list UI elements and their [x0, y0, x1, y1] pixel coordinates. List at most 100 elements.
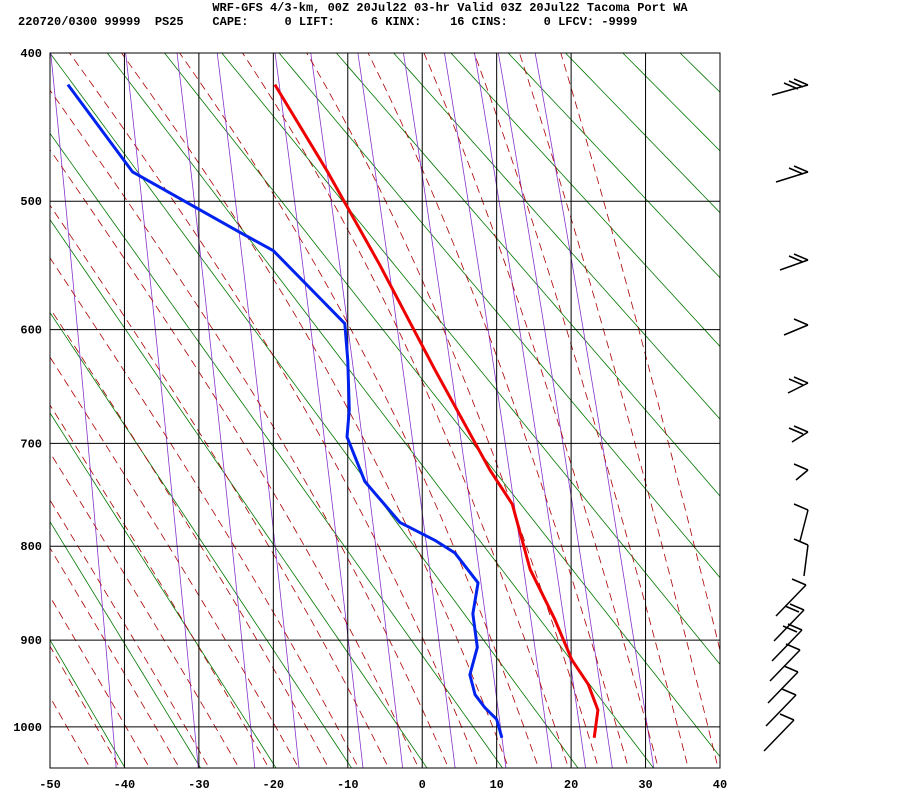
barb-flag	[784, 605, 800, 613]
barb-flag	[793, 376, 809, 384]
moist-adiabat	[50, 404, 270, 768]
x-tick-label: -30	[188, 778, 210, 792]
chart-title: WRF-GFS 4/3-km, 00Z 20Jul22 03-hr Valid …	[212, 1, 688, 15]
barb-flag	[782, 625, 798, 633]
barb-staff	[803, 544, 809, 577]
barb-flag	[787, 623, 803, 631]
moist-adiabat	[50, 257, 359, 768]
barb-flag	[791, 578, 807, 586]
moist-adiabat	[179, 53, 539, 768]
dry-adiabat	[50, 132, 503, 768]
moist-adiabat	[50, 451, 240, 768]
mixing-ratio-line	[310, 53, 404, 768]
wind-barbs	[763, 78, 809, 752]
moist-adiabat	[69, 53, 479, 768]
dry-adiabat	[50, 311, 353, 768]
dry-adiabat	[50, 412, 277, 768]
y-tick-label: 800	[20, 540, 42, 554]
profile-line	[273, 83, 600, 738]
moist-adiabat	[242, 53, 569, 768]
dry-adiabat	[335, 53, 720, 497]
mixing-ratio-line	[534, 53, 655, 768]
moist-adiabat	[50, 595, 151, 768]
profile-line	[66, 83, 504, 739]
barb-flag	[789, 603, 805, 611]
x-tick-label: -10	[337, 778, 359, 792]
dry-adiabat	[50, 639, 126, 768]
barb-flag	[783, 82, 799, 90]
moist-adiabat	[50, 547, 180, 768]
moist-adiabat	[306, 53, 599, 768]
moist-adiabat	[473, 53, 689, 768]
chart-subtitle: 220720/0300 99999 PS25 CAPE: 0 LIFT: 6 K…	[18, 15, 637, 29]
dry-adiabat	[450, 53, 720, 348]
barb-staff	[767, 671, 799, 704]
moist-adiabat	[121, 53, 509, 768]
mixing-ratio-line	[216, 53, 300, 768]
moist-adiabat	[50, 499, 210, 768]
barb-flag	[788, 378, 804, 386]
dry-adiabat	[393, 53, 720, 420]
y-tick-label: 700	[20, 437, 42, 451]
mixing-ratio-line	[357, 53, 456, 768]
mixing-ratio-line	[125, 53, 199, 768]
dry-adiabat	[507, 53, 720, 279]
x-tick-label: 40	[713, 778, 727, 792]
dry-adiabat	[564, 53, 720, 214]
barb-flag	[781, 688, 797, 696]
x-tick-label: -50	[39, 778, 61, 792]
barb-flag	[793, 253, 809, 261]
barb-flag	[788, 255, 804, 263]
barb-flag	[793, 425, 809, 433]
dry-adiabat	[50, 520, 202, 768]
moist-adiabat	[423, 53, 659, 768]
profiles	[66, 83, 600, 739]
barb-staff	[771, 629, 803, 662]
y-tick-label: 500	[20, 195, 42, 209]
barb-flag	[783, 665, 799, 673]
mixing-ratio-line	[176, 53, 256, 768]
mixing-ratio-line	[403, 53, 507, 768]
barb-staff	[779, 259, 809, 271]
barb-flag	[793, 503, 809, 511]
dry-adiabat	[164, 53, 720, 758]
barb-staff	[795, 469, 809, 481]
barb-staff	[773, 609, 805, 642]
barb-staff	[799, 509, 809, 542]
x-tick-label: 30	[638, 778, 652, 792]
dry-adiabat	[50, 218, 428, 768]
barb-flag	[788, 167, 804, 175]
x-tick-label: 10	[489, 778, 503, 792]
moist-adiabat	[560, 53, 720, 653]
moist-adiabat	[50, 149, 419, 768]
barb-staff	[787, 382, 809, 394]
barb-staff	[775, 584, 807, 617]
y-tick-label: 900	[20, 634, 42, 648]
barb-staff	[763, 719, 795, 752]
barb-flag	[793, 78, 809, 86]
moist-adiabat	[50, 307, 330, 768]
moist-adiabat	[367, 53, 629, 768]
moist-adiabat	[519, 53, 719, 768]
mixing-ratio-line	[474, 53, 586, 768]
barb-flag	[793, 538, 809, 546]
mixing-ratio-line	[497, 53, 613, 768]
y-tick-label: 600	[20, 324, 42, 338]
barb-flag	[779, 713, 795, 721]
barb-flag	[785, 643, 801, 651]
x-tick-label: 0	[419, 778, 426, 792]
barb-staff	[765, 694, 797, 727]
y-tick-label: 1000	[13, 721, 42, 735]
y-tick-label: 400	[20, 47, 42, 61]
moist-adiabat	[50, 204, 389, 768]
barb-staff	[783, 324, 809, 336]
barb-flag	[793, 318, 809, 326]
barb-staff	[769, 649, 801, 682]
moist-adiabat	[50, 356, 300, 768]
plot-frame	[49, 52, 721, 769]
x-tick-label: -40	[114, 778, 136, 792]
x-tick-label: -20	[263, 778, 285, 792]
x-tick-label: 20	[564, 778, 578, 792]
